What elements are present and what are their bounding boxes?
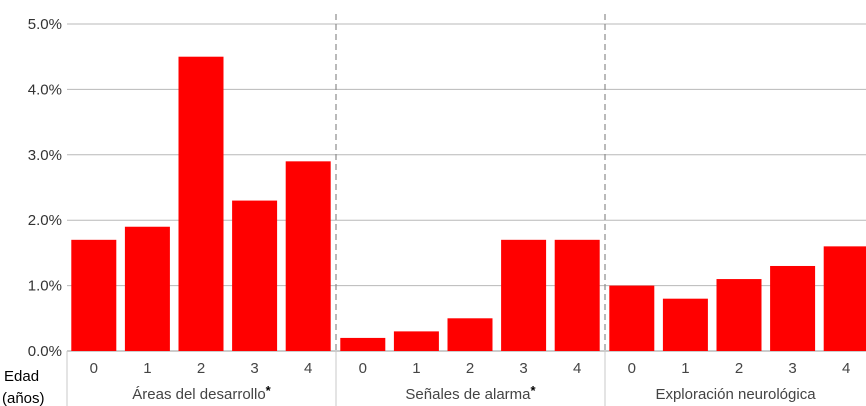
bars [71, 56, 866, 351]
bar [770, 265, 816, 351]
x-tick-label: 4 [842, 360, 850, 377]
y-tick-label: 0.0% [28, 343, 62, 360]
bar [447, 318, 493, 351]
bar [393, 331, 439, 351]
bar [178, 56, 224, 351]
x-tick-label: 0 [359, 360, 367, 377]
x-tick-label: 4 [304, 360, 312, 377]
y-tick-label: 2.0% [28, 212, 62, 229]
bar [340, 337, 386, 351]
bar [124, 226, 170, 351]
significance-marker: * [266, 383, 272, 398]
x-axis-title-line2: (años) [2, 390, 45, 406]
bar [823, 246, 866, 351]
x-axis-ticks: 0 1 2 3 4 0 1 2 3 4 0 1 2 3 4 [90, 360, 851, 377]
x-tick-label: 3 [519, 360, 527, 377]
bar [662, 298, 708, 351]
x-tick-label: 2 [466, 360, 474, 377]
x-tick-label: 4 [573, 360, 581, 377]
bar [609, 285, 655, 351]
group-label-text: Exploración neurológica [655, 386, 816, 403]
x-tick-label: 2 [197, 360, 205, 377]
group-label-text: Áreas del desarrollo [132, 386, 265, 403]
y-tick-label: 4.0% [28, 81, 62, 98]
y-axis-ticks: 0.0% 1.0% 2.0% 3.0% 4.0% 5.0% [28, 16, 62, 360]
x-tick-label: 3 [250, 360, 258, 377]
y-tick-label: 1.0% [28, 278, 62, 295]
bar [285, 161, 331, 351]
y-tick-label: 5.0% [28, 16, 62, 33]
group-label-text: Señales de alarma [405, 386, 531, 403]
group-label: Señales de alarma* [405, 383, 536, 403]
x-tick-label: 0 [628, 360, 636, 377]
x-tick-label: 3 [788, 360, 796, 377]
significance-marker: * [531, 383, 537, 398]
bar [554, 239, 600, 351]
x-tick-label: 0 [90, 360, 98, 377]
x-axis-title-line1: Edad [4, 368, 39, 385]
group-label: Áreas del desarrollo* [132, 383, 271, 403]
group-separators [66, 14, 606, 406]
y-tick-label: 3.0% [28, 147, 62, 164]
group-labels: Áreas del desarrollo* Señales de alarma* E… [132, 383, 816, 403]
group-label: Exploración neurológica [655, 386, 816, 403]
bar [716, 279, 762, 351]
bar [71, 239, 117, 351]
x-tick-label: 1 [412, 360, 420, 377]
bar [232, 200, 278, 351]
x-tick-label: 1 [143, 360, 151, 377]
x-tick-label: 2 [735, 360, 743, 377]
bar [501, 239, 547, 351]
x-tick-label: 1 [681, 360, 689, 377]
